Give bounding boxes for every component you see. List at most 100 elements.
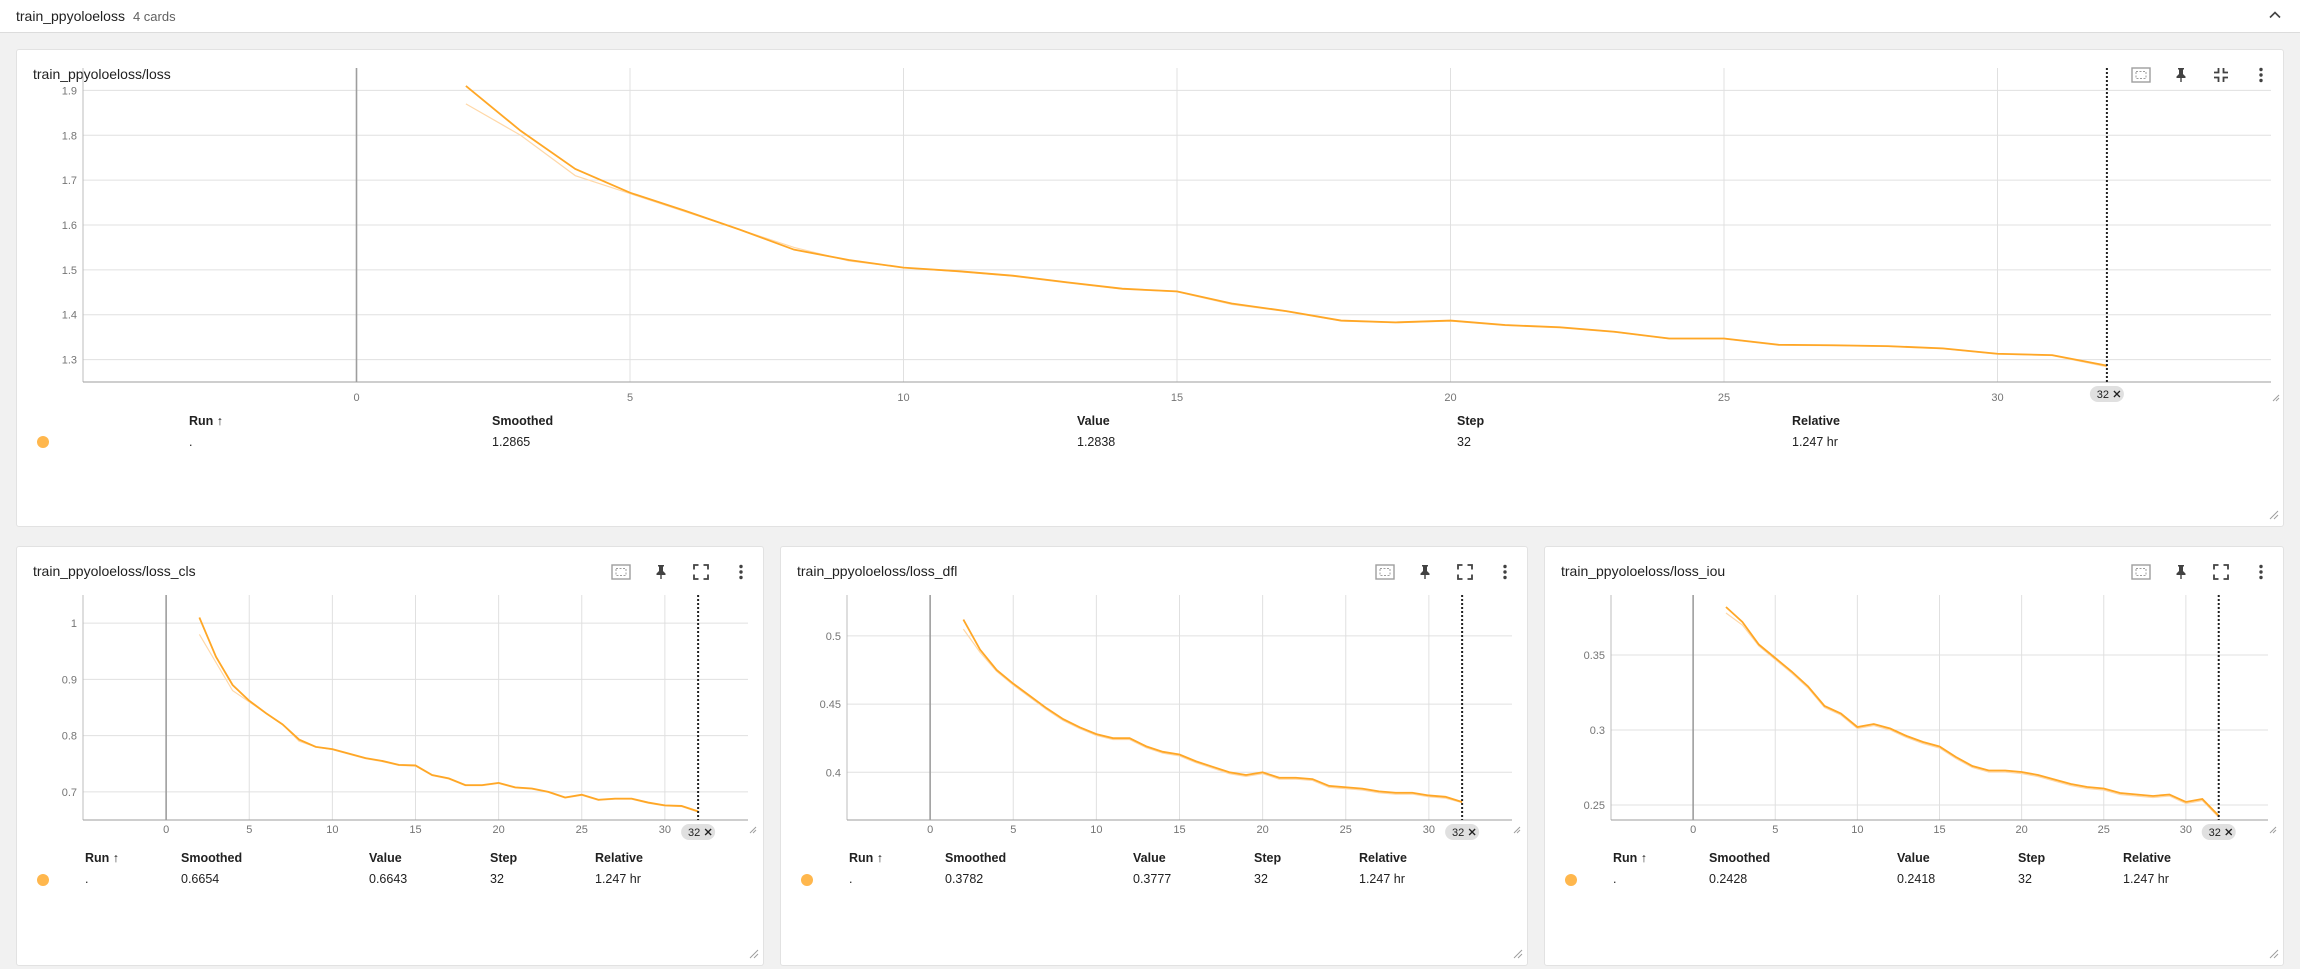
cell-smoothed: 0.3782	[945, 872, 984, 886]
data-selection-button[interactable]	[1371, 558, 1399, 586]
pin-card-button[interactable]	[2167, 61, 2195, 89]
chevron-up-icon	[2269, 11, 2281, 19]
step-badge-label: 32	[2097, 389, 2109, 401]
scalar-card-loss-iou: train_ppyoloeloss/loss_iou 0.25 0.3 0.35 0 5…	[1544, 546, 2284, 966]
chart-resize-icon	[1513, 826, 1521, 834]
raw-series-line	[1725, 612, 2220, 818]
card-toolbar	[607, 558, 755, 586]
raw-series-line	[962, 628, 1463, 804]
cell-smoothed: 0.6654	[181, 872, 220, 886]
y-tick-label: 0.9	[62, 674, 77, 686]
card-title: train_ppyoloeloss/loss_iou	[1561, 563, 1726, 579]
card-menu-button[interactable]	[2247, 61, 2275, 89]
close-icon	[1468, 828, 1476, 836]
header-run[interactable]: Run ↑	[189, 414, 224, 428]
x-tick-label: 30	[659, 824, 671, 836]
y-tick-label: 0.4	[826, 767, 841, 779]
fit-domain-icon	[611, 564, 631, 580]
x-tick-label: 25	[1340, 824, 1352, 836]
smoothed-series-line	[465, 85, 2108, 367]
run-color-dot	[37, 436, 49, 448]
header-value: Value	[1897, 851, 1930, 865]
resize-handle[interactable]	[2267, 508, 2279, 520]
x-tick-label: 15	[1933, 824, 1945, 836]
header-value: Value	[369, 851, 402, 865]
cell-value: 1.2838	[1077, 435, 1116, 449]
header-step: Step	[1457, 414, 1485, 428]
data-selection-button[interactable]	[607, 558, 635, 586]
pin-icon	[2176, 565, 2186, 579]
x-tick-label: 20	[1257, 824, 1269, 836]
data-table: Run ↑ Smoothed Value Step Relative . 1.2…	[17, 414, 2285, 474]
y-tick-label: 1	[71, 618, 77, 630]
pin-card-button[interactable]	[1411, 558, 1439, 586]
card-menu-button[interactable]	[2247, 558, 2275, 586]
line-chart[interactable]: 1.3 1.4 1.5 1.6 1.7 1.8 1.9 0 5 10 15 20 25 30 32	[17, 50, 2285, 430]
cell-value: 0.3777	[1133, 872, 1172, 886]
cell-step: 32	[1457, 435, 1471, 449]
run-color-dot	[37, 874, 49, 886]
card-menu-button[interactable]	[1491, 558, 1519, 586]
expand-card-button[interactable]	[687, 558, 715, 586]
step-badge[interactable]: 32	[2089, 386, 2124, 402]
raw-series-line	[198, 634, 699, 813]
header-relative: Relative	[1359, 851, 1407, 865]
resize-handle[interactable]	[1511, 947, 1523, 959]
smoothed-series-line	[1725, 606, 2220, 817]
card-menu-button[interactable]	[727, 558, 755, 586]
x-tick-label: 5	[1010, 824, 1016, 836]
header-run[interactable]: Run ↑	[1613, 851, 1648, 865]
step-badge-bg	[2201, 824, 2236, 840]
header-run[interactable]: Run ↑	[849, 851, 884, 865]
x-tick-label: 10	[326, 824, 338, 836]
group-header: train_ppyoloeloss 4 cards	[0, 0, 2300, 33]
step-badge[interactable]: 32	[1445, 824, 1480, 840]
expand-card-button[interactable]	[2207, 558, 2235, 586]
fullscreen-exit-icon	[2214, 68, 2228, 82]
x-tick-label: 25	[2098, 824, 2110, 836]
chart-resize-icon	[2272, 394, 2280, 402]
expand-card-button[interactable]	[1451, 558, 1479, 586]
card-toolbar	[2127, 558, 2275, 586]
step-badge-bg	[1445, 824, 1480, 840]
line-chart[interactable]: 0.70.80.910 5 10 15 20 25 30 32	[17, 547, 765, 847]
cell-value: 0.2418	[1897, 872, 1936, 886]
y-tick-label: 1.4	[62, 310, 77, 322]
data-selection-button[interactable]	[2127, 558, 2155, 586]
x-tick-label: 20	[2016, 824, 2028, 836]
line-chart[interactable]: 0.25 0.3 0.35 0 5 10 15 20 25 30 32	[1545, 547, 2285, 847]
resize-handle[interactable]	[2267, 947, 2279, 959]
x-tick-label: 25	[1718, 392, 1730, 404]
resize-handle[interactable]	[747, 947, 759, 959]
step-badge[interactable]: 32	[2201, 824, 2236, 840]
header-smoothed: Smoothed	[1709, 851, 1771, 865]
cell-step: 32	[490, 872, 504, 886]
x-tick-label: 20	[1444, 392, 1456, 404]
close-icon	[704, 828, 712, 836]
y-tick-label: 0.8	[62, 731, 77, 743]
header-run[interactable]: Run ↑	[85, 851, 120, 865]
x-tick-label: 25	[576, 824, 588, 836]
card-title: train_ppyoloeloss/loss_cls	[33, 563, 196, 579]
pin-card-button[interactable]	[647, 558, 675, 586]
pin-card-button[interactable]	[2167, 558, 2195, 586]
pin-icon	[2176, 68, 2186, 82]
line-chart[interactable]: 0.4 0.45 0.5 0 5 10 15 20 25 30 32	[781, 547, 1529, 847]
header-smoothed: Smoothed	[945, 851, 1007, 865]
header-value: Value	[1133, 851, 1166, 865]
x-tick-label: 10	[897, 392, 909, 404]
collapse-card-button[interactable]	[2207, 61, 2235, 89]
more-vert-icon	[739, 564, 743, 580]
raw-series-line	[465, 103, 2108, 368]
header-smoothed: Smoothed	[492, 414, 554, 428]
collapse-group-button[interactable]	[2264, 4, 2286, 26]
group-title: train_ppyoloeloss	[16, 8, 125, 24]
cell-run: .	[1613, 872, 1617, 886]
step-badge[interactable]: 32	[681, 824, 716, 840]
close-icon	[2225, 828, 2233, 836]
data-table: Run ↑ Smoothed Value Step Relative . 0.2…	[1545, 851, 2285, 911]
y-tick-label: 1.6	[62, 220, 77, 232]
data-selection-button[interactable]	[2127, 61, 2155, 89]
x-tick-label: 30	[2180, 824, 2192, 836]
scalar-card-loss-cls: train_ppyoloeloss/loss_cls 0.7 0.8 0.9 1 0 5 1…	[16, 546, 764, 966]
